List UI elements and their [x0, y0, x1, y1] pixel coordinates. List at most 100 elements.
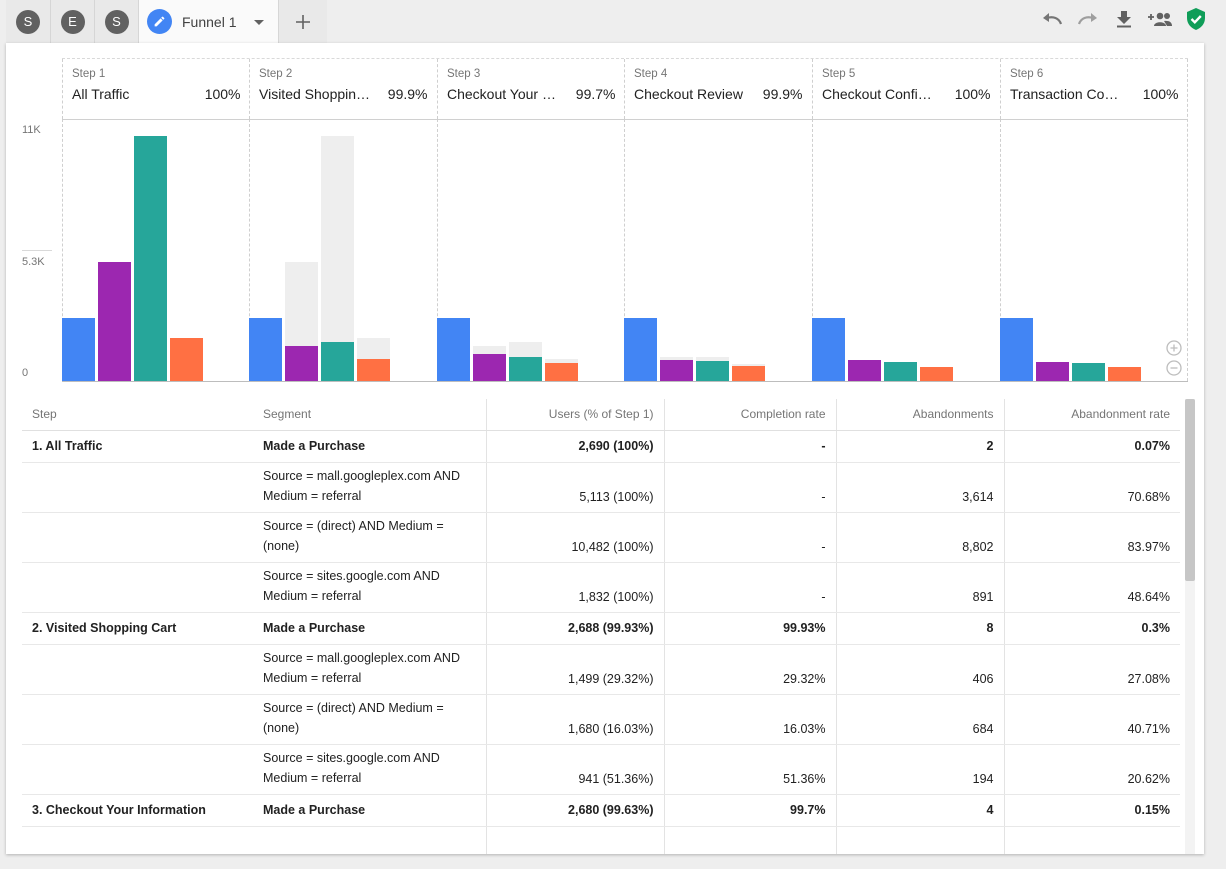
step-name: Transaction Co… — [1010, 86, 1119, 102]
segment-bar[interactable] — [437, 318, 470, 381]
step-divider — [249, 119, 250, 381]
table-row[interactable]: 2. Visited Shopping Cart Made a Purchase 2… — [22, 612, 1180, 645]
column-header[interactable]: Completion rate — [663, 399, 836, 431]
share-users-icon[interactable] — [1142, 6, 1178, 32]
completion-rate-cell: - — [663, 562, 836, 613]
abandonment-rate-cell: 20.62% — [1003, 744, 1180, 795]
table-row[interactable]: Source = mall.googleplex.com AND Medium … — [22, 644, 1180, 695]
redo-icon[interactable] — [1070, 6, 1106, 32]
step-header-6[interactable]: Step 6 Transaction Co… 100% — [1000, 59, 1188, 119]
step-header-3[interactable]: Step 3 Checkout Your I… 99.7% — [437, 59, 625, 119]
abandonment-rate-cell: 0.3% — [1003, 612, 1180, 645]
segment-bar[interactable] — [321, 341, 354, 381]
segment-bar[interactable] — [285, 345, 318, 381]
tab-label: Funnel 1 — [182, 13, 237, 30]
segment-bar[interactable] — [62, 318, 95, 381]
segment-bar[interactable] — [545, 363, 578, 381]
completion-rate-cell: 99.7% — [663, 794, 836, 827]
segment-tab-3[interactable]: S — [95, 0, 139, 43]
completion-rate-cell: 29.32% — [663, 644, 836, 695]
column-header[interactable]: Segment — [253, 399, 486, 431]
segment-tab-2[interactable]: E — [51, 0, 95, 43]
table-row[interactable]: Source = mall.googleplex.com AND — [22, 826, 1180, 854]
table-row[interactable]: Source = (direct) AND Medium = (none) 10,… — [22, 512, 1180, 563]
segment-bar[interactable] — [1000, 318, 1033, 381]
segment-bar[interactable] — [249, 318, 282, 381]
step-name: Visited Shoppin… — [259, 86, 371, 102]
step-name: Checkout Confi… — [822, 86, 932, 102]
step-divider — [1000, 119, 1001, 381]
step-cell — [22, 744, 253, 795]
completion-rate-cell: 99.93% — [663, 612, 836, 645]
step-number: Step 1 — [72, 68, 106, 80]
step-number: Step 6 — [1010, 68, 1044, 80]
download-icon[interactable] — [1106, 6, 1142, 32]
table-row[interactable]: 1. All Traffic Made a Purchase 2,690 (100%… — [22, 430, 1180, 463]
segment-bar[interactable] — [509, 357, 542, 381]
segment-bar[interactable] — [848, 360, 881, 381]
y-tick-label: 5.3K — [22, 256, 45, 268]
step-percentage: 99.9% — [387, 86, 428, 102]
table-row[interactable]: Source = mall.googleplex.com AND Medium … — [22, 462, 1180, 513]
column-header[interactable]: Users (% of Step 1) — [485, 399, 664, 431]
step-header-1[interactable]: Step 1 All Traffic 100% — [62, 59, 250, 119]
add-tab-button[interactable] — [279, 0, 327, 43]
segment-bar[interactable] — [1072, 362, 1105, 381]
segment-tab-1[interactable]: S — [6, 0, 51, 43]
completion-rate-cell: - — [663, 512, 836, 563]
undo-icon[interactable] — [1034, 6, 1070, 32]
segment-bar[interactable] — [170, 338, 203, 381]
segment-bar[interactable] — [732, 366, 765, 381]
users-cell: 1,832 (100%) — [485, 562, 664, 613]
step-cell — [22, 644, 253, 695]
column-header[interactable]: Abandonment rate — [1003, 399, 1180, 431]
table-row[interactable]: 3. Checkout Your Information Made a Purch… — [22, 794, 1180, 827]
segment-bar[interactable] — [473, 354, 506, 381]
completion-rate-cell: - — [663, 430, 836, 463]
segment-cell: Made a Purchase — [253, 612, 486, 645]
segment-bar[interactable] — [134, 136, 167, 381]
column-header[interactable]: Step — [22, 399, 253, 431]
step-header-5[interactable]: Step 5 Checkout Confi… 100% — [812, 59, 1000, 119]
step-header-2[interactable]: Step 2 Visited Shoppin… 99.9% — [249, 59, 437, 119]
segment-bar[interactable] — [357, 359, 390, 381]
header-bottom-line — [62, 119, 1188, 120]
column-header[interactable]: Abandonments — [835, 399, 1004, 431]
segment-bar[interactable] — [1108, 366, 1141, 381]
segment-bar[interactable] — [812, 318, 845, 381]
abandonments-cell: 194 — [835, 744, 1004, 795]
segment-bar[interactable] — [624, 318, 657, 381]
abandonments-cell: 8 — [835, 612, 1004, 645]
step-percentage: 100% — [954, 86, 991, 102]
abandonment-rate-cell: 40.71% — [1003, 694, 1180, 745]
scrollbar-thumb[interactable] — [1185, 399, 1195, 581]
zoom-out-icon[interactable] — [1166, 360, 1182, 381]
segment-bar[interactable] — [1036, 362, 1069, 381]
table-row[interactable]: Source = sites.google.com AND Medium = r… — [22, 562, 1180, 613]
step-percentage: 100% — [1142, 86, 1179, 102]
scrollbar-track[interactable] — [1185, 399, 1195, 854]
completion-rate-cell: - — [663, 462, 836, 513]
tab-funnel-1[interactable]: Funnel 1 — [139, 0, 279, 43]
step-header-4[interactable]: Step 4 Checkout Review 99.9% — [624, 59, 812, 119]
segment-bar[interactable] — [98, 261, 131, 381]
step-cell — [22, 562, 253, 613]
users-cell: 1,499 (29.32%) — [485, 644, 664, 695]
segment-bar[interactable] — [920, 366, 953, 381]
chevron-down-icon[interactable] — [254, 13, 264, 31]
table-row[interactable]: Source = (direct) AND Medium = (none) 1,6… — [22, 694, 1180, 745]
plus-icon — [296, 14, 310, 29]
zoom-in-icon[interactable] — [1166, 340, 1182, 361]
step-cell: 3. Checkout Your Information — [22, 794, 253, 827]
abandonments-cell: 8,802 — [835, 512, 1004, 563]
shield-check-icon[interactable] — [1178, 6, 1214, 32]
segment-bar[interactable] — [660, 360, 693, 381]
step-cell: 2. Visited Shopping Cart — [22, 612, 253, 645]
segment-cell: Source = mall.googleplex.com AND — [253, 826, 486, 854]
step-divider — [437, 119, 438, 381]
segment-bar[interactable] — [884, 361, 917, 381]
pencil-icon[interactable] — [147, 9, 172, 34]
segment-bar[interactable] — [696, 360, 729, 381]
table-row[interactable]: Source = sites.google.com AND Medium = r… — [22, 744, 1180, 795]
abandonment-bar[interactable] — [321, 136, 354, 381]
